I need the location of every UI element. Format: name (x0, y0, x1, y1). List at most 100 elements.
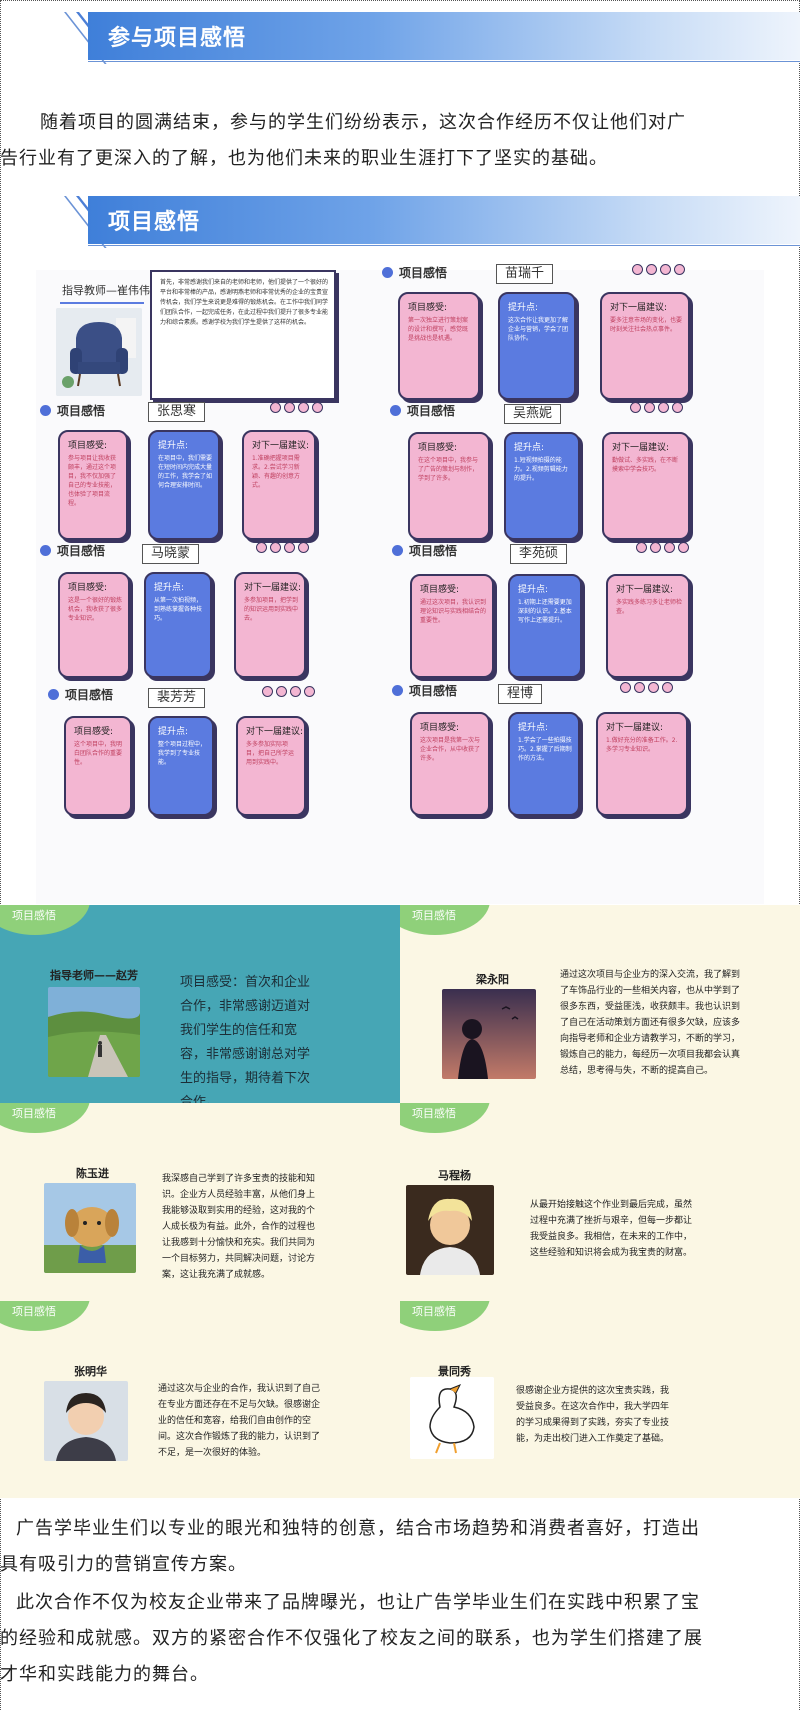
person-name: 指导老师——赵芳 (50, 969, 138, 982)
dots-decoration (620, 682, 673, 693)
teacher-note-text: 首先，非常感谢我们来自的老师和老师，他们提供了一个很好的平台和非常棒的产品，感谢… (160, 279, 328, 326)
section-title: 参与项目感悟 (108, 26, 247, 51)
arc-label: 项目感悟 (412, 909, 456, 922)
advice-card: 对下一届建议: 多参加项目，把学到的知识运用到实践中去。 (234, 572, 306, 678)
goose-drawing (410, 1377, 494, 1459)
bullet-icon (40, 405, 51, 416)
arc-label: 项目感悟 (12, 1107, 56, 1120)
dots-decoration (270, 402, 323, 413)
arc-label: 项目感悟 (412, 1305, 456, 1318)
bullet-icon (40, 545, 51, 556)
project-tag: 项目感悟 (390, 402, 455, 419)
section-title: 项目感悟 (108, 210, 201, 235)
advice-card: 对下一届建议: 要多注意市场的变化，也要时刻关注社会热点事件。 (600, 292, 690, 400)
gallery-cell-person: 项目感悟 张明华 通过这次与企业的合作，我认识到了自己在专业方面还存在不足与欠缺… (0, 1301, 400, 1498)
bullet-icon (392, 685, 403, 696)
outro-p1-line-2: 具有吸引力的营销宣传方案。 (0, 1554, 247, 1575)
gain-card: 提升点: 1.初期上还需要更加深刻的认识。2.基本写作上还需提升。 (508, 574, 582, 678)
project-tag: 项目感悟 (392, 542, 457, 559)
feel-card: 项目感受: 参与项目让我收获颇丰，通过这个项目，我不仅加强了自己的专业技能，也体验… (58, 430, 128, 540)
bullet-icon (392, 545, 403, 556)
student-name: 马晓蒙 (142, 544, 200, 564)
person-text: 通过这次项目与企业方的深入交流，我了解到了车饰品行业的一些相关内容，也从中学到了… (560, 970, 741, 1076)
project-tag: 项目感悟 (40, 542, 105, 559)
poster-image: 指导教师—崔伟伟 首先，非常感谢我们来自的老师和老师，他们提供了一个很好的平台和… (36, 264, 764, 904)
person-text: 项目感受：首次和企业合作，非常感谢迈道对我们学生的信任和宽容，非常感谢谢总对学生… (180, 975, 311, 1103)
student-name: 裴芳芳 (148, 688, 206, 708)
student-name: 李苑硕 (510, 544, 568, 564)
portrait-photo (406, 1185, 494, 1275)
header-bar (88, 196, 800, 244)
arc-label: 项目感悟 (12, 909, 56, 922)
student-name: 张思寒 (148, 402, 206, 422)
outro-p1-line-1: 广告学毕业生们以专业的眼光和独特的创意，结合市场趋势和消费者喜好，打造出 (16, 1518, 700, 1539)
gain-card: 提升点: 这次合作让我更加了解企业与营销，学会了团队协作。 (498, 292, 576, 400)
feel-card: 项目感受: 这个项目中，我明白团队合作的重要性。 (64, 716, 132, 816)
student-name: 吴燕妮 (504, 404, 562, 424)
gain-card: 提升点: 1.学会了一些拍摄技巧。2.掌握了后期制作的方法。 (508, 712, 580, 816)
road-photo (48, 987, 140, 1077)
person-text: 通过这次与企业的合作，我认识到了自己在专业方面还存在不足与欠缺。很感谢企业的信任… (158, 1384, 321, 1458)
feel-card: 项目感受: 通过这次项目，我认识到理论知识与实践相结合的重要性。 (410, 574, 494, 678)
person-name: 马程杨 (438, 1169, 471, 1182)
dots-decoration (636, 542, 689, 553)
person-name: 梁永阳 (476, 973, 509, 986)
bullet-icon (382, 267, 393, 278)
outro-p2-line-3: 才华和实践能力的舞台。 (0, 1664, 209, 1685)
header-underline (88, 245, 800, 246)
dots-decoration (630, 402, 683, 413)
feel-card: 项目感受: 在这个项目中，我参与了广告的策划与制作，学到了许多。 (408, 432, 490, 540)
teacher-note-card: 首先，非常感谢我们来自的老师和老师，他们提供了一个很好的平台和非常棒的产品，感谢… (150, 270, 336, 400)
gallery-cell-teacher: 项目感悟 指导老师——赵芳 项目感受：首次和企业合作，非常感谢迈道对我们学生的信… (0, 905, 400, 1103)
gallery-image: 项目感悟 指导老师——赵芳 项目感受：首次和企业合作，非常感谢迈道对我们学生的信… (0, 905, 800, 1498)
gallery-cell-person: 项目感悟 梁永阳 通过这次项目与企业方的深入交流，我了解到了车饰品行业的一些相关… (400, 905, 800, 1103)
advice-card: 对下一届建议: 多多参加实际项目，把自己所学运用到实践中。 (236, 716, 306, 816)
gallery-cell-person: 项目感悟 陈玉进 我深感自己学到了许多宝贵的技能和知识。企业方人员经验丰富，从他… (0, 1103, 400, 1301)
outro-p2-line-1: 此次合作不仅为校友企业带来了品牌曝光，也让广告学毕业生们在实践中积累了宝 (16, 1592, 700, 1613)
dots-decoration (262, 686, 315, 697)
feel-card: 项目感受: 这是一个很好的锻炼机会，我收获了很多专业知识。 (58, 572, 130, 678)
intro-line-1: 随着项目的圆满结束，参与的学生们纷纷表示，这次合作经历不仅让他们对广 (40, 112, 686, 133)
top-rule (0, 0, 800, 1)
header-bar (88, 12, 800, 60)
silhouette-photo (442, 989, 536, 1079)
project-tag: 项目感悟 (392, 682, 457, 699)
project-tag: 项目感悟 (382, 264, 447, 281)
feel-card: 项目感受: 第一次独立进行策划案的设计和撰写，感觉既是挑战也是机遇。 (398, 292, 480, 400)
section-header-1: 参与项目感悟 (0, 0, 800, 72)
portrait-photo (44, 1381, 128, 1461)
person-text: 从最开始接触这个作业到最后完成，虽然过程中充满了挫折与艰辛，但每一步都让我受益良… (530, 1200, 693, 1258)
advice-card: 对下一届建议: 1.做好充分的准备工作。2.多学习专业知识。 (596, 712, 688, 816)
gain-card: 提升点: 整个项目过程中，我学到了专业技能。 (148, 716, 214, 816)
armchair-photo (56, 308, 142, 396)
dots-decoration (256, 542, 309, 553)
arc-label: 项目感悟 (412, 1107, 456, 1120)
person-name: 景同秀 (438, 1365, 471, 1378)
advice-card: 对下一届建议: 1.准确把握项目需求。2.尝试学习新颖、有趣的创意方式。 (242, 430, 316, 540)
bullet-icon (48, 689, 59, 700)
gallery-cell-person: 项目感悟 马程杨 从最开始接触这个作业到最后完成，虽然过程中充满了挫折与艰辛，但… (400, 1103, 800, 1301)
intro-line-2: 告行业有了更深入的了解，也为他们未来的职业生涯打下了坚实的基础。 (0, 148, 608, 169)
advice-card: 对下一届建议: 勤做试、多实践，在不断摸索中学会技巧。 (602, 432, 690, 540)
student-name: 苗瑞千 (496, 264, 554, 284)
gain-card: 提升点: 从第一次拍视频，到熟练掌握各种技巧。 (144, 572, 212, 678)
header-underline (88, 61, 800, 62)
advice-card: 对下一届建议: 多实践多练习多让老师检查。 (606, 574, 690, 678)
gallery-cell-person: 项目感悟 景同秀 很感谢企业方提供的这次宝贵实践，我受益良多。在这次合作中，我大… (400, 1301, 800, 1498)
project-tag: 项目感悟 (48, 686, 113, 703)
person-text: 很感谢企业方提供的这次宝贵实践，我受益良多。在这次合作中，我大学四年的学习成果得… (516, 1386, 670, 1444)
teacher-label: 指导教师—崔伟伟 (62, 284, 150, 297)
feel-card: 项目感受: 这次项目是我第一次与企业合作，从中收获了许多。 (410, 712, 490, 816)
student-name: 程博 (498, 684, 543, 704)
dots-decoration (632, 264, 685, 275)
arc-label: 项目感悟 (12, 1305, 56, 1318)
person-name: 张明华 (74, 1365, 107, 1378)
bullet-icon (390, 405, 401, 416)
teacher-underline (60, 302, 144, 304)
gain-card: 提升点: 1.短视频拍摄的能力。2.视频剪辑能力的提升。 (504, 432, 580, 540)
person-name: 陈玉进 (76, 1167, 109, 1180)
person-text: 我深感自己学到了许多宝贵的技能和知识。企业方人员经验丰富，从他们身上我能够汲取到… (162, 1174, 316, 1280)
gain-card: 提升点: 在项目中，我们需要在短时间内完成大量的工作，我学会了如何合理安排时间。 (148, 430, 220, 540)
outro-p2-line-2: 的经验和成就感。双方的紧密合作不仅强化了校友之间的联系，也为学生们搭建了展 (0, 1628, 703, 1649)
project-tag: 项目感悟 (40, 402, 105, 419)
